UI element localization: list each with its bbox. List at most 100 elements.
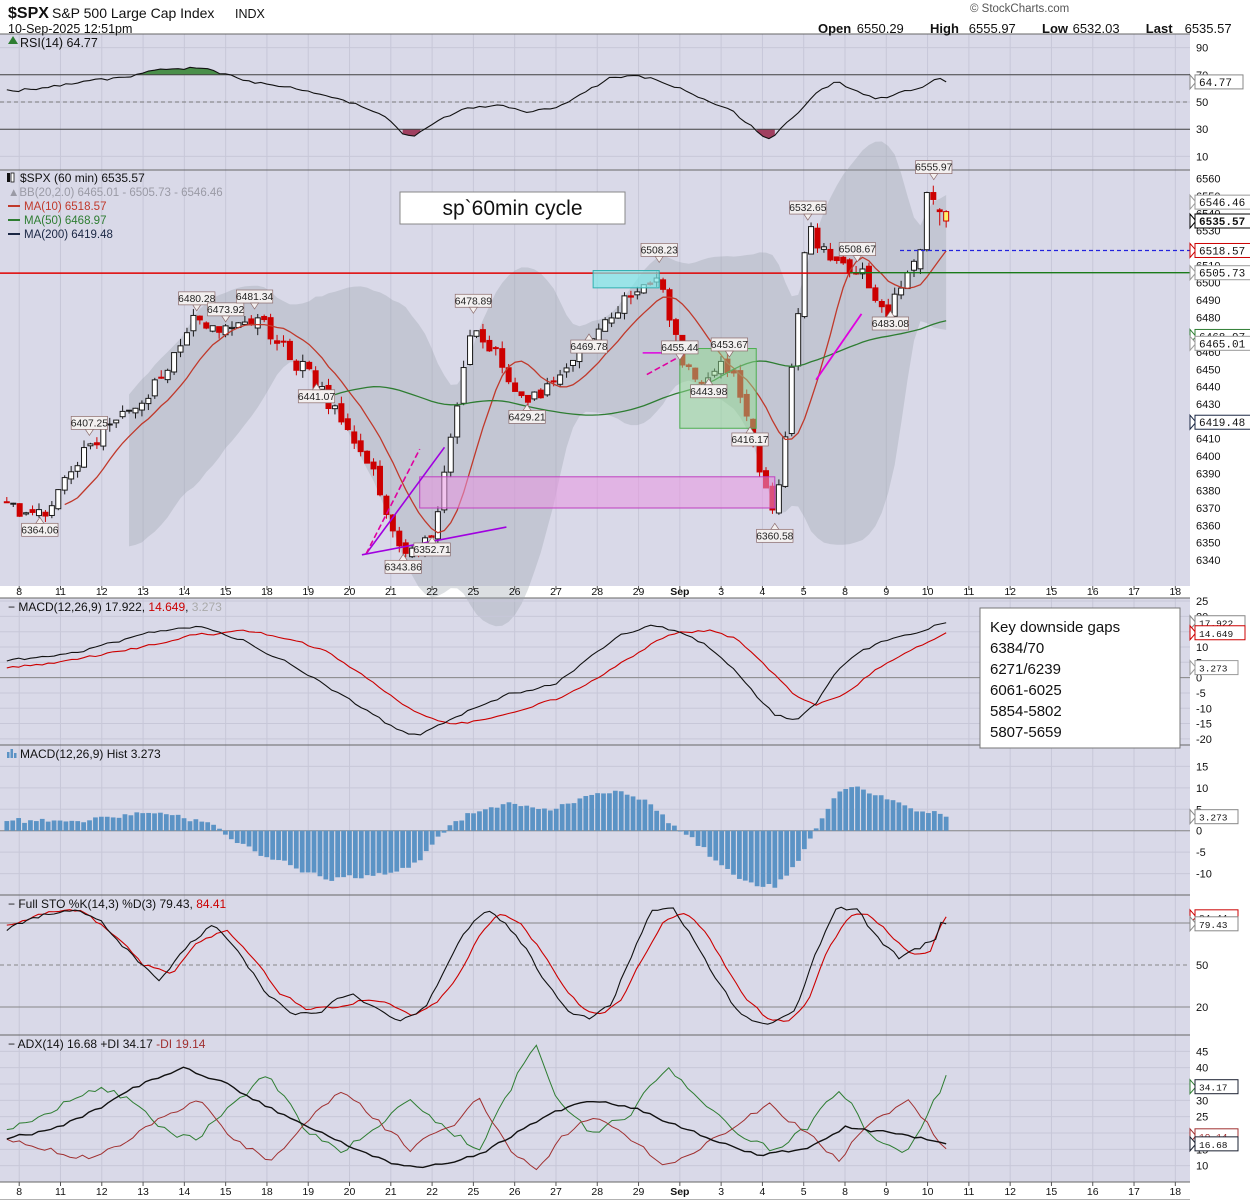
svg-text:12: 12 — [96, 586, 108, 598]
svg-text:25: 25 — [1196, 1112, 1208, 1124]
svg-text:25: 25 — [468, 586, 480, 598]
svg-text:sp`60min cycle: sp`60min cycle — [442, 197, 582, 220]
svg-text:12: 12 — [96, 1186, 108, 1198]
svg-text:30: 30 — [1196, 124, 1208, 136]
svg-text:10-Sep-2025 12:51pm: 10-Sep-2025 12:51pm — [8, 22, 132, 36]
svg-text:-5: -5 — [1196, 688, 1206, 700]
svg-text:64.77: 64.77 — [1199, 78, 1232, 90]
svg-text:14: 14 — [179, 586, 191, 598]
svg-text:6370: 6370 — [1196, 503, 1220, 515]
svg-text:6061-6025: 6061-6025 — [990, 682, 1062, 699]
svg-text:6555.97: 6555.97 — [915, 163, 952, 174]
svg-text:18: 18 — [1169, 586, 1181, 598]
svg-text:6535.57: 6535.57 — [1185, 21, 1232, 36]
svg-text:26: 26 — [509, 586, 521, 598]
svg-text:6340: 6340 — [1196, 555, 1220, 567]
svg-text:-10: -10 — [1196, 703, 1212, 715]
svg-text:6380: 6380 — [1196, 486, 1220, 498]
svg-text:MACD(12,26,9) Hist 3.273: MACD(12,26,9) Hist 3.273 — [20, 747, 161, 761]
svg-text:17: 17 — [1128, 1186, 1140, 1198]
svg-text:27: 27 — [550, 586, 562, 598]
svg-text:3.273: 3.273 — [1199, 813, 1228, 824]
svg-text:Sep: Sep — [670, 586, 689, 598]
svg-text:6508.23: 6508.23 — [641, 245, 678, 256]
svg-text:© StockCharts.com: © StockCharts.com — [970, 3, 1069, 15]
svg-text:8: 8 — [842, 1186, 848, 1198]
svg-text:6360: 6360 — [1196, 520, 1220, 532]
svg-text:12: 12 — [1004, 586, 1016, 598]
svg-text:18: 18 — [261, 1186, 273, 1198]
svg-text:10: 10 — [1196, 783, 1208, 795]
svg-text:6481.34: 6481.34 — [236, 292, 273, 303]
svg-text:9: 9 — [883, 1186, 889, 1198]
svg-text:6478.89: 6478.89 — [455, 296, 492, 307]
svg-text:10: 10 — [1196, 1161, 1208, 1173]
svg-text:10: 10 — [1196, 642, 1208, 654]
svg-text:15: 15 — [220, 586, 232, 598]
svg-text:27: 27 — [550, 1186, 562, 1198]
svg-text:90: 90 — [1196, 43, 1208, 55]
svg-text:26: 26 — [509, 1186, 521, 1198]
svg-text:6535.57: 6535.57 — [1199, 217, 1245, 229]
svg-text:6505.73: 6505.73 — [1199, 269, 1245, 281]
svg-text:50: 50 — [1196, 97, 1208, 109]
svg-text:20: 20 — [344, 586, 356, 598]
svg-text:6390: 6390 — [1196, 468, 1220, 480]
svg-text:▲BB(20,2.0) 6465.01 - 6505.73: ▲BB(20,2.0) 6465.01 - 6505.73 - 6546.46 — [8, 187, 223, 199]
svg-text:6343.86: 6343.86 — [385, 562, 422, 573]
svg-text:6410: 6410 — [1196, 434, 1220, 446]
svg-text:6518.57: 6518.57 — [1199, 246, 1245, 258]
svg-text:18: 18 — [1169, 1186, 1181, 1198]
svg-text:3.273: 3.273 — [1199, 664, 1228, 675]
svg-text:11: 11 — [55, 1186, 66, 1198]
svg-text:6419.48: 6419.48 — [1199, 418, 1245, 430]
svg-text:9: 9 — [883, 586, 889, 598]
svg-text:5: 5 — [801, 586, 807, 598]
svg-text:18: 18 — [261, 586, 273, 598]
svg-text:21: 21 — [385, 1186, 397, 1198]
svg-text:19: 19 — [302, 1186, 314, 1198]
svg-text:6350: 6350 — [1196, 538, 1220, 550]
svg-text:15: 15 — [1196, 761, 1208, 773]
svg-text:3: 3 — [718, 586, 724, 598]
svg-text:5807-5659: 5807-5659 — [990, 724, 1062, 741]
svg-text:6441.07: 6441.07 — [298, 392, 335, 403]
svg-text:INDX: INDX — [235, 7, 266, 21]
svg-text:15: 15 — [1046, 1186, 1058, 1198]
svg-text:6483.08: 6483.08 — [872, 319, 909, 330]
svg-text:28: 28 — [591, 1186, 603, 1198]
svg-text:6473.92: 6473.92 — [207, 305, 244, 316]
svg-text:16.68: 16.68 — [1199, 1140, 1228, 1151]
svg-text:6400: 6400 — [1196, 451, 1220, 463]
svg-text:MA(200) 6419.48: MA(200) 6419.48 — [24, 229, 113, 241]
svg-text:10: 10 — [922, 1186, 934, 1198]
svg-text:-15: -15 — [1196, 719, 1212, 731]
svg-text:6465.01: 6465.01 — [1199, 339, 1246, 351]
svg-text:− Full STO %K(14,3) %D(3) 79.4: − Full STO %K(14,3) %D(3) 79.43, 84.41 — [8, 897, 227, 911]
svg-text:6550.29: 6550.29 — [857, 21, 904, 36]
svg-text:25: 25 — [1196, 596, 1208, 608]
svg-text:8: 8 — [16, 586, 22, 598]
svg-text:6453.67: 6453.67 — [711, 340, 748, 351]
svg-text:10: 10 — [922, 586, 934, 598]
svg-text:$SPX: $SPX — [8, 5, 49, 22]
svg-text:6384/70: 6384/70 — [990, 640, 1044, 657]
svg-text:17: 17 — [1128, 586, 1140, 598]
svg-text:29: 29 — [633, 1186, 645, 1198]
svg-text:6360.58: 6360.58 — [756, 531, 793, 542]
svg-text:-20: -20 — [1196, 734, 1212, 746]
svg-text:11: 11 — [963, 586, 974, 598]
svg-text:− ADX(14) 16.68 +DI 34.17 -DI: − ADX(14) 16.68 +DI 34.17 -DI 19.14 — [8, 1037, 206, 1051]
svg-text:6532.65: 6532.65 — [789, 203, 826, 214]
svg-text:10: 10 — [1196, 151, 1208, 163]
svg-text:− MACD(12,26,9) 17.922, 14.649: − MACD(12,26,9) 17.922, 14.649, 3.273 — [8, 600, 222, 614]
svg-text:19: 19 — [302, 586, 314, 598]
svg-text:$SPX (60 min) 6535.57: $SPX (60 min) 6535.57 — [20, 171, 145, 185]
svg-text:6416.17: 6416.17 — [731, 435, 768, 446]
svg-text:4: 4 — [759, 1186, 765, 1198]
svg-text:6469.78: 6469.78 — [570, 342, 607, 353]
svg-text:Low: Low — [1042, 21, 1069, 36]
svg-text:MA(50) 6468.97: MA(50) 6468.97 — [24, 215, 106, 227]
svg-text:13: 13 — [137, 1186, 149, 1198]
svg-text:-5: -5 — [1196, 847, 1206, 859]
